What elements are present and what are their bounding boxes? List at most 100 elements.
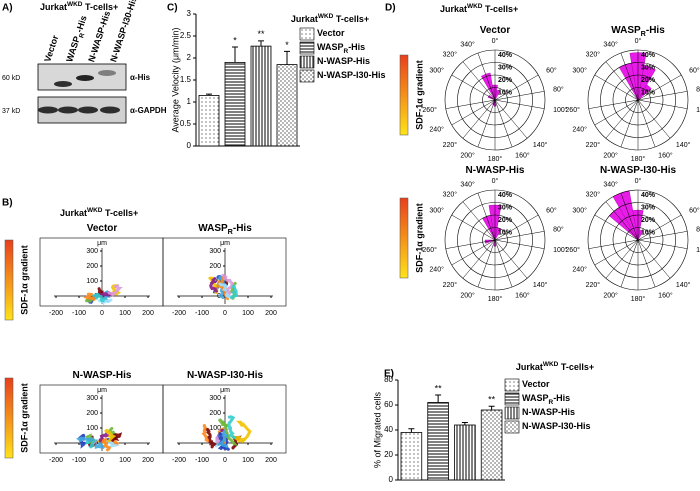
panel-label: B): [2, 198, 13, 209]
spoke: [637, 239, 656, 288]
x-tick-label: 100: [119, 457, 131, 464]
y-tick-label: 1.5: [180, 75, 192, 84]
spoke: [605, 201, 639, 241]
radial-label: 20%: [641, 77, 656, 84]
text-part: Vector: [43, 34, 61, 64]
y-tick-label: 3: [187, 9, 192, 18]
radial-label: 30%: [498, 64, 513, 71]
legend-swatch: [504, 420, 520, 434]
significance: **: [488, 395, 496, 405]
text-part: -His: [348, 42, 365, 52]
angle-label: 300°: [429, 206, 444, 214]
y-tick-label: 100: [209, 425, 221, 432]
axis-unit: μm: [220, 387, 230, 394]
text-part: N-WASP-His: [522, 407, 575, 417]
text-part: Jurkat: [291, 14, 318, 24]
bar: [198, 95, 220, 147]
radial-label: 30%: [641, 64, 656, 71]
spoke: [588, 99, 639, 109]
gradient-bar: [399, 54, 409, 136]
text-part: WASP: [198, 223, 228, 234]
angle-label: 140°: [676, 141, 691, 149]
text-part: N-WASP-I30-His: [600, 165, 677, 176]
band: [58, 106, 78, 114]
spoke: [594, 74, 639, 101]
spoke: [637, 239, 688, 249]
angle-label: 60°: [689, 66, 700, 74]
error-bar: [461, 422, 468, 425]
y-tick-label: 60: [384, 400, 393, 409]
angle-label: 240°: [429, 125, 444, 133]
text-part: N-WASP-His: [317, 56, 370, 66]
spoke: [594, 214, 639, 241]
x-tick-label: -200: [49, 457, 63, 464]
trajectory: [103, 428, 117, 443]
text-part: N-WASP-I30-His: [187, 370, 264, 381]
trajectory: [107, 284, 124, 298]
plot-frame: [162, 237, 287, 307]
angle-label: 100°: [553, 246, 568, 254]
text-part: N-WASP-His: [466, 165, 525, 176]
x-tick-label: 200: [142, 310, 154, 317]
angle-label: 100°: [696, 246, 700, 254]
text-part: T-cells+: [82, 2, 118, 12]
trajectory: [97, 291, 113, 297]
spoke: [462, 201, 496, 241]
trajectory: [233, 435, 245, 443]
trajectory: [76, 436, 94, 443]
y-tick-label: 1: [187, 97, 192, 106]
legend-swatch: [504, 406, 520, 420]
angle-label: 240°: [572, 125, 587, 133]
angle-label: 0°: [635, 37, 642, 45]
plot-title: N-WASP-I30-His: [600, 165, 677, 176]
gradient-bar: [4, 239, 14, 321]
legend-label: N-WASP-His: [317, 56, 370, 66]
x-tick-label: 0: [223, 457, 227, 464]
spoke: [494, 239, 528, 279]
significance: **: [257, 29, 265, 39]
x-tick-label: 200: [265, 310, 277, 317]
error-bar: [408, 428, 415, 433]
angle-label: 200°: [460, 151, 475, 159]
angle-label: 260°: [422, 106, 437, 114]
legend-label: WASPR-His: [317, 42, 365, 55]
bar: [400, 432, 423, 481]
gradient-bar: [399, 197, 409, 279]
chart-title: JurkatWKD T-cells+: [291, 13, 369, 24]
y-tick-label: 200: [86, 263, 98, 270]
angle-label: 200°: [460, 291, 475, 299]
radial-label: 10%: [641, 89, 656, 96]
trajectory: [83, 297, 94, 303]
trajectory: [230, 285, 239, 300]
plot-title: WASPR-His: [611, 25, 665, 39]
bar: [454, 424, 476, 481]
x-tick-label: -200: [172, 457, 186, 464]
radial-label: 20%: [641, 217, 656, 224]
text-part: -His: [74, 14, 89, 33]
spoke: [477, 52, 496, 101]
bar: [480, 409, 503, 481]
plot-title: N-WASP-His: [73, 370, 132, 381]
y-tick-label: 300: [209, 248, 221, 255]
angle-label: 340°: [603, 180, 618, 188]
angle-label: 100°: [696, 106, 700, 114]
spoke: [445, 239, 496, 249]
bar: [250, 45, 272, 147]
band: [78, 106, 98, 114]
x-tick-label: -200: [49, 310, 63, 317]
spoke: [494, 231, 545, 241]
text-part: Vector: [480, 25, 511, 36]
plot-title: Vector: [480, 25, 511, 36]
angle-label: 200°: [603, 291, 618, 299]
band: [54, 81, 72, 87]
trajectory: [201, 423, 210, 443]
error-bar: [284, 50, 290, 65]
text-part: WASP: [611, 25, 641, 36]
radial-label: 10%: [498, 229, 513, 236]
x-tick-label: 0: [223, 310, 227, 317]
panel-title: JurkatWKD T-cells+: [60, 207, 138, 218]
spoke: [494, 91, 545, 101]
size-label: 60 kD: [2, 75, 20, 82]
bar: [224, 62, 246, 147]
